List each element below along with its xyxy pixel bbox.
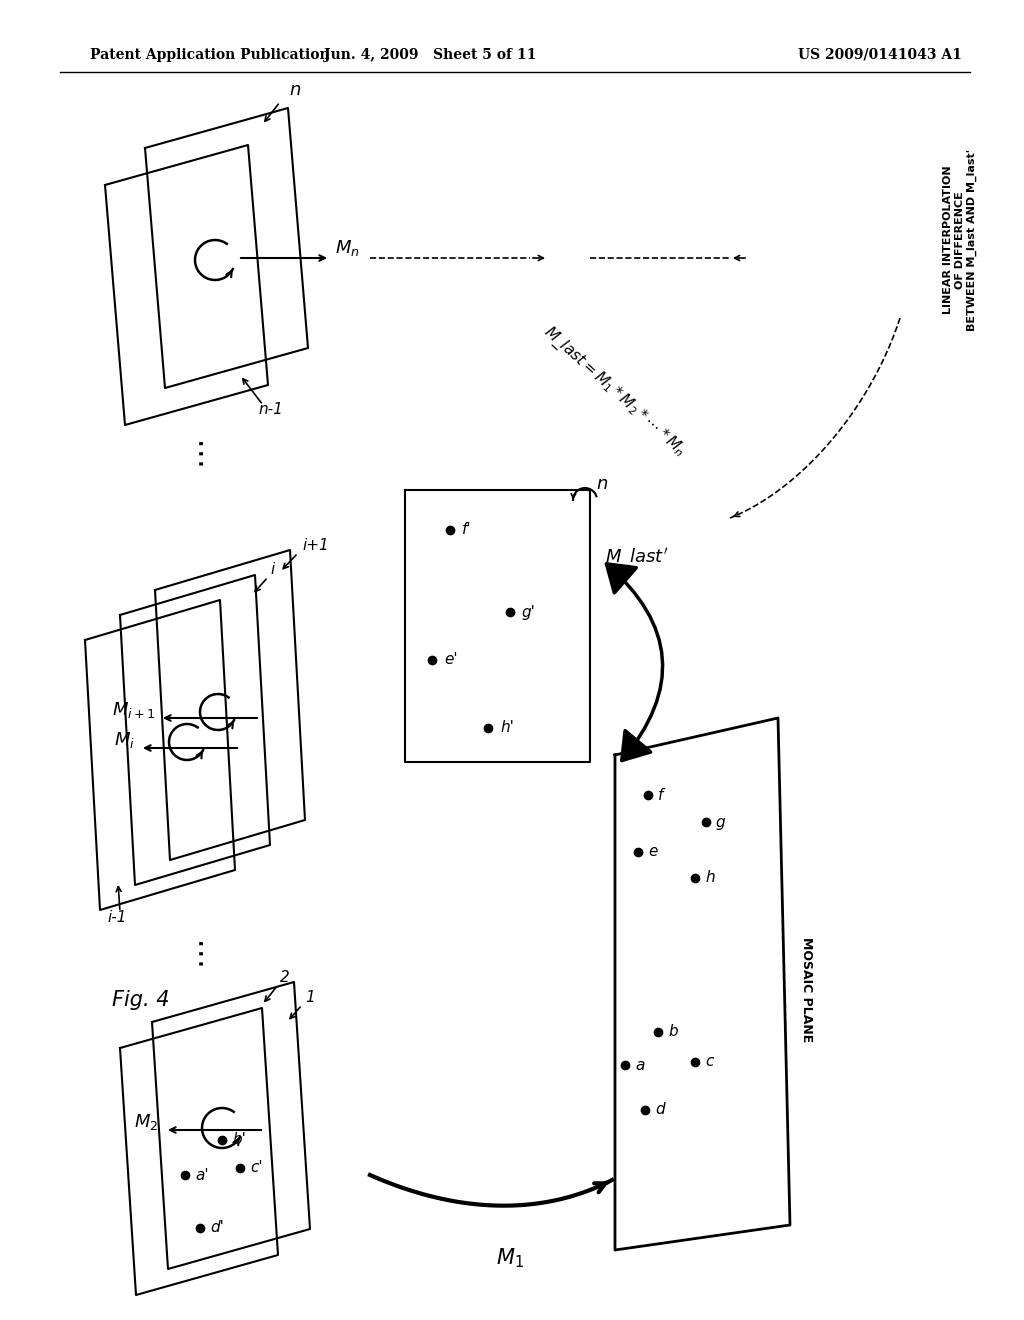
Text: d: d: [655, 1102, 665, 1118]
Text: b: b: [668, 1024, 678, 1040]
Text: n: n: [290, 81, 301, 99]
Text: g: g: [716, 814, 726, 829]
Text: n-1: n-1: [258, 403, 283, 417]
Text: e': e': [444, 652, 458, 668]
Text: 2: 2: [280, 970, 290, 986]
Text: a: a: [635, 1057, 644, 1072]
Text: i-1: i-1: [106, 911, 127, 925]
Text: ⋯: ⋯: [185, 434, 214, 465]
Text: d': d': [210, 1221, 224, 1236]
Text: $M_{i+1}$: $M_{i+1}$: [112, 700, 155, 719]
Polygon shape: [105, 145, 268, 425]
Text: $M_2$: $M_2$: [134, 1111, 158, 1133]
Polygon shape: [615, 718, 790, 1250]
Text: LINEAR INTERPOLATION
OF DIFFERENCE
BETWEEN M_last AND M_last': LINEAR INTERPOLATION OF DIFFERENCE BETWE…: [943, 149, 977, 331]
Text: i+1: i+1: [302, 537, 329, 553]
Text: a': a': [195, 1167, 209, 1183]
Polygon shape: [155, 550, 305, 861]
Text: $M\_last'$: $M\_last'$: [605, 546, 669, 569]
Text: MOSAIC PLANE: MOSAIC PLANE: [800, 937, 813, 1043]
Polygon shape: [85, 601, 234, 909]
Text: 1: 1: [305, 990, 314, 1006]
Text: f': f': [462, 523, 472, 537]
Text: n: n: [596, 475, 607, 492]
Text: c': c': [250, 1160, 262, 1176]
Text: f: f: [658, 788, 664, 803]
Polygon shape: [120, 576, 270, 884]
Text: h: h: [705, 870, 715, 886]
Text: c: c: [705, 1055, 714, 1069]
FancyArrowPatch shape: [606, 564, 663, 760]
Polygon shape: [145, 108, 308, 388]
Text: g': g': [522, 605, 536, 619]
Text: ⋯: ⋯: [185, 935, 214, 965]
Text: $M\_last = M_1*M_2*\cdots*M_n$: $M\_last = M_1*M_2*\cdots*M_n$: [539, 323, 689, 461]
Text: US 2009/0141043 A1: US 2009/0141043 A1: [798, 48, 962, 62]
Text: $M_i$: $M_i$: [114, 730, 135, 750]
Text: b': b': [232, 1133, 246, 1147]
Text: Fig. 4: Fig. 4: [112, 990, 170, 1010]
Text: $M_n$: $M_n$: [335, 238, 359, 257]
Text: $M_1$: $M_1$: [496, 1246, 524, 1270]
Text: e: e: [648, 845, 657, 859]
Text: h': h': [500, 721, 514, 735]
Polygon shape: [120, 1008, 278, 1295]
Text: Jun. 4, 2009   Sheet 5 of 11: Jun. 4, 2009 Sheet 5 of 11: [324, 48, 537, 62]
Polygon shape: [406, 490, 590, 762]
Text: i: i: [270, 562, 274, 578]
Polygon shape: [152, 982, 310, 1269]
Text: Patent Application Publication: Patent Application Publication: [90, 48, 330, 62]
